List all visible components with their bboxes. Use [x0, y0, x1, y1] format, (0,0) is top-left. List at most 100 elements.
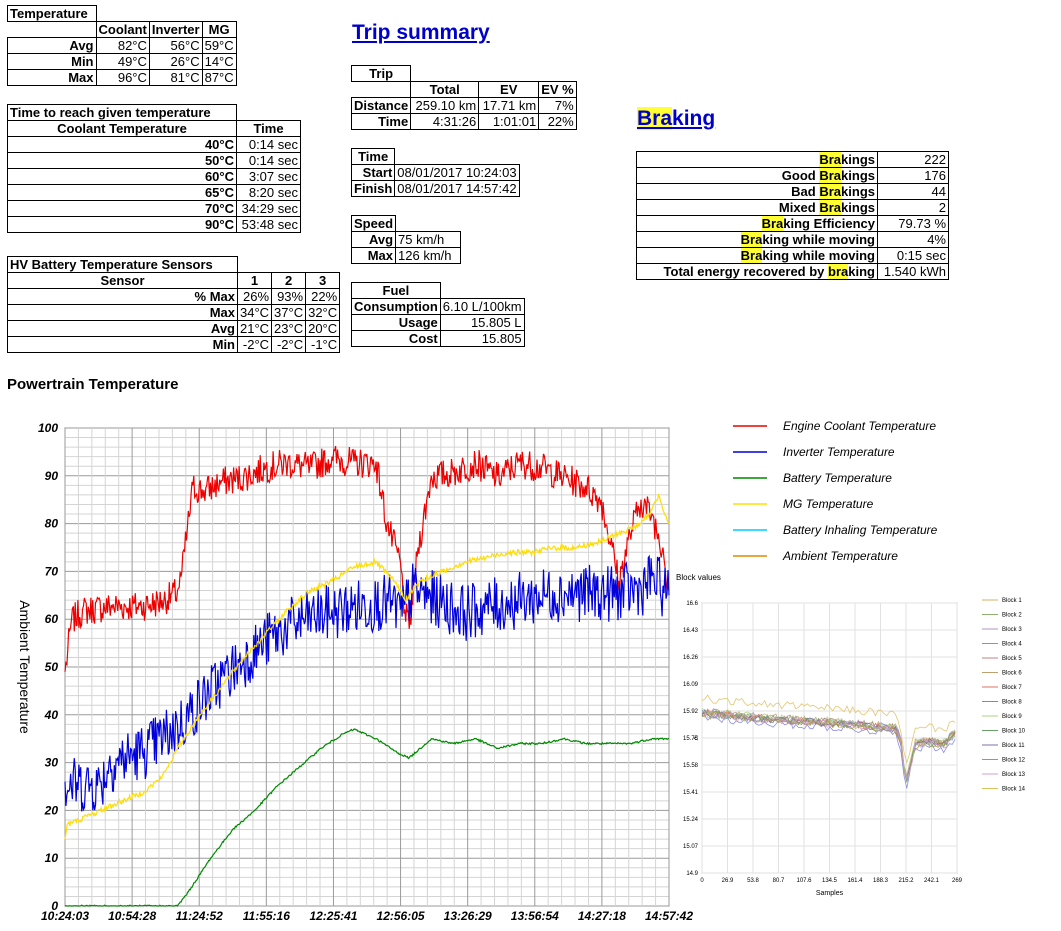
- braking-link[interactable]: Braking: [637, 107, 715, 131]
- series-line: [64, 554, 670, 812]
- heading-text: king: [672, 107, 716, 130]
- table-cell: 23°C: [271, 320, 307, 337]
- column-header: EV: [478, 81, 540, 98]
- table-cell: 44: [877, 183, 949, 200]
- table-cell: 1.540 kWh: [877, 263, 949, 280]
- row-label: Finish: [350, 180, 396, 197]
- table-row: Finish 08/01/2017 14:57:42: [350, 180, 520, 197]
- column-header: Coolant Temperature: [7, 120, 237, 137]
- table-title: Fuel: [351, 282, 441, 299]
- highlight: Bra: [637, 107, 673, 130]
- highlight: Bra: [819, 152, 842, 167]
- x-tick-label: 11:55:16: [243, 909, 290, 923]
- row-label: Avg: [350, 231, 397, 248]
- table-cell: 2: [877, 199, 949, 216]
- row-label: 50°C: [7, 152, 237, 169]
- y-axis-label: Ambient Temperature: [17, 600, 33, 734]
- table-cell: 75 km/h: [395, 231, 462, 248]
- table-cell: 87°C: [201, 69, 237, 86]
- trip-summary-link[interactable]: Trip summary: [352, 21, 490, 44]
- block-y-tick: 15.24: [683, 817, 699, 823]
- x-tick-label: 13:56:54: [511, 909, 559, 923]
- block-legend-label: Block 3: [1002, 627, 1022, 633]
- table-cell: 0:14 sec: [236, 136, 301, 153]
- table-row: Usage 15.805 L: [351, 314, 525, 331]
- table-cell: 126 km/h: [395, 247, 462, 264]
- block-y-tick: 15.75: [683, 736, 699, 742]
- column-header: Sensor: [7, 272, 238, 289]
- table-row: Start 08/01/2017 10:24:03: [350, 164, 520, 181]
- table-cell: 176: [877, 167, 949, 184]
- table-cell: 3:07 sec: [236, 168, 301, 185]
- block-series-line: [701, 710, 956, 780]
- table-title: HV Battery Temperature Sensors: [7, 256, 238, 273]
- y-tick-label: 20: [44, 803, 59, 817]
- y-tick-label: 50: [45, 660, 59, 674]
- table-cell: 37°C: [271, 304, 307, 321]
- column-header: 1: [236, 272, 273, 289]
- y-tick-label: 40: [44, 708, 59, 722]
- fuel-table: Fuel Consumption 6.10 L/100km Usage 15.8…: [351, 282, 525, 347]
- table-cell: 08/01/2017 10:24:03: [394, 164, 520, 181]
- table-cell: 26°C: [148, 53, 203, 70]
- x-tick-label: 10:24:03: [41, 909, 89, 923]
- block-x-tick: 26.9: [722, 878, 734, 884]
- table-row: 50°C 0:14 sec: [7, 152, 301, 169]
- column-header: EV %: [538, 81, 577, 98]
- table-row: 65°C 8:20 sec: [7, 184, 301, 201]
- block-y-tick: 15.58: [683, 763, 699, 769]
- label-text: kings: [841, 152, 875, 167]
- trip-table: Trip Total EV EV % Distance 259.10 km 17…: [350, 65, 577, 130]
- table-row: Consumption 6.10 L/100km: [351, 298, 525, 315]
- block-series-line: [701, 694, 956, 764]
- series-line: [64, 492, 670, 840]
- row-label: Min: [7, 336, 238, 353]
- block-legend-label: Block 1: [1002, 598, 1022, 604]
- table-cell: 93%: [271, 288, 307, 305]
- highlight: bra: [828, 264, 849, 279]
- y-tick-label: 100: [38, 421, 58, 435]
- block-y-tick: 15.92: [683, 709, 699, 715]
- table-title: Speed: [350, 215, 397, 232]
- table-cell: 96°C: [95, 69, 150, 86]
- table-row: Max 96°C 81°C 87°C: [7, 69, 237, 86]
- column-header: MG: [201, 21, 237, 38]
- powertrain-chart: 0 10 20 30 40 50 60 70 80 90 100 10:24:03 10:54:28 11…: [17, 421, 693, 923]
- block-x-tick: 242.1: [924, 878, 940, 884]
- table-row: Max 34°C 37°C 32°C: [7, 304, 341, 321]
- table-cell: 81°C: [148, 69, 203, 86]
- speed-table: Speed Avg 75 km/h Max 126 km/h: [350, 215, 462, 264]
- table-row: Time 4:31:26 1:01:01 22%: [350, 113, 577, 130]
- table-cell: 59°C: [201, 37, 237, 54]
- legend-label: Engine Coolant Temperature: [783, 419, 936, 433]
- table-cell: 34°C: [236, 304, 273, 321]
- braking-table: Brakings 222 Good Brakings 176 Bad Braki…: [636, 151, 949, 280]
- label-text: Bad: [791, 184, 820, 199]
- row-label: Avg: [7, 37, 97, 54]
- table-cell: 22%: [538, 113, 577, 130]
- x-tick-label: 12:56:05: [377, 909, 425, 923]
- label-text: king while moving: [762, 232, 875, 247]
- label-text: king Efficiency: [783, 216, 875, 231]
- label-text: kings: [841, 184, 875, 199]
- table-cell: 34:29 sec: [236, 200, 301, 217]
- x-tick-label: 12:25:41: [309, 909, 357, 923]
- table-cell: 8:20 sec: [236, 184, 301, 201]
- row-label: Cost: [351, 330, 441, 347]
- y-tick-label: 0: [51, 899, 58, 913]
- block-x-tick: 269: [952, 878, 963, 884]
- row-label: 40°C: [7, 136, 237, 153]
- block-legend-label: Block 10: [1002, 729, 1026, 735]
- table-row: Avg 75 km/h: [350, 231, 462, 248]
- row-label: Max: [7, 304, 238, 321]
- block-chart-title: Block values: [676, 573, 721, 582]
- series-line: [64, 728, 670, 907]
- block-y-tick: 15.41: [683, 790, 699, 796]
- table-cell: -2°C: [236, 336, 273, 353]
- block-y-tick: 16.43: [683, 628, 699, 634]
- table-cell: -2°C: [271, 336, 307, 353]
- block-y-tick: 15.07: [683, 844, 699, 850]
- table-cell: 32°C: [305, 304, 341, 321]
- block-legend-label: Block 6: [1002, 671, 1022, 677]
- table-cell: 79.73 %: [877, 215, 949, 232]
